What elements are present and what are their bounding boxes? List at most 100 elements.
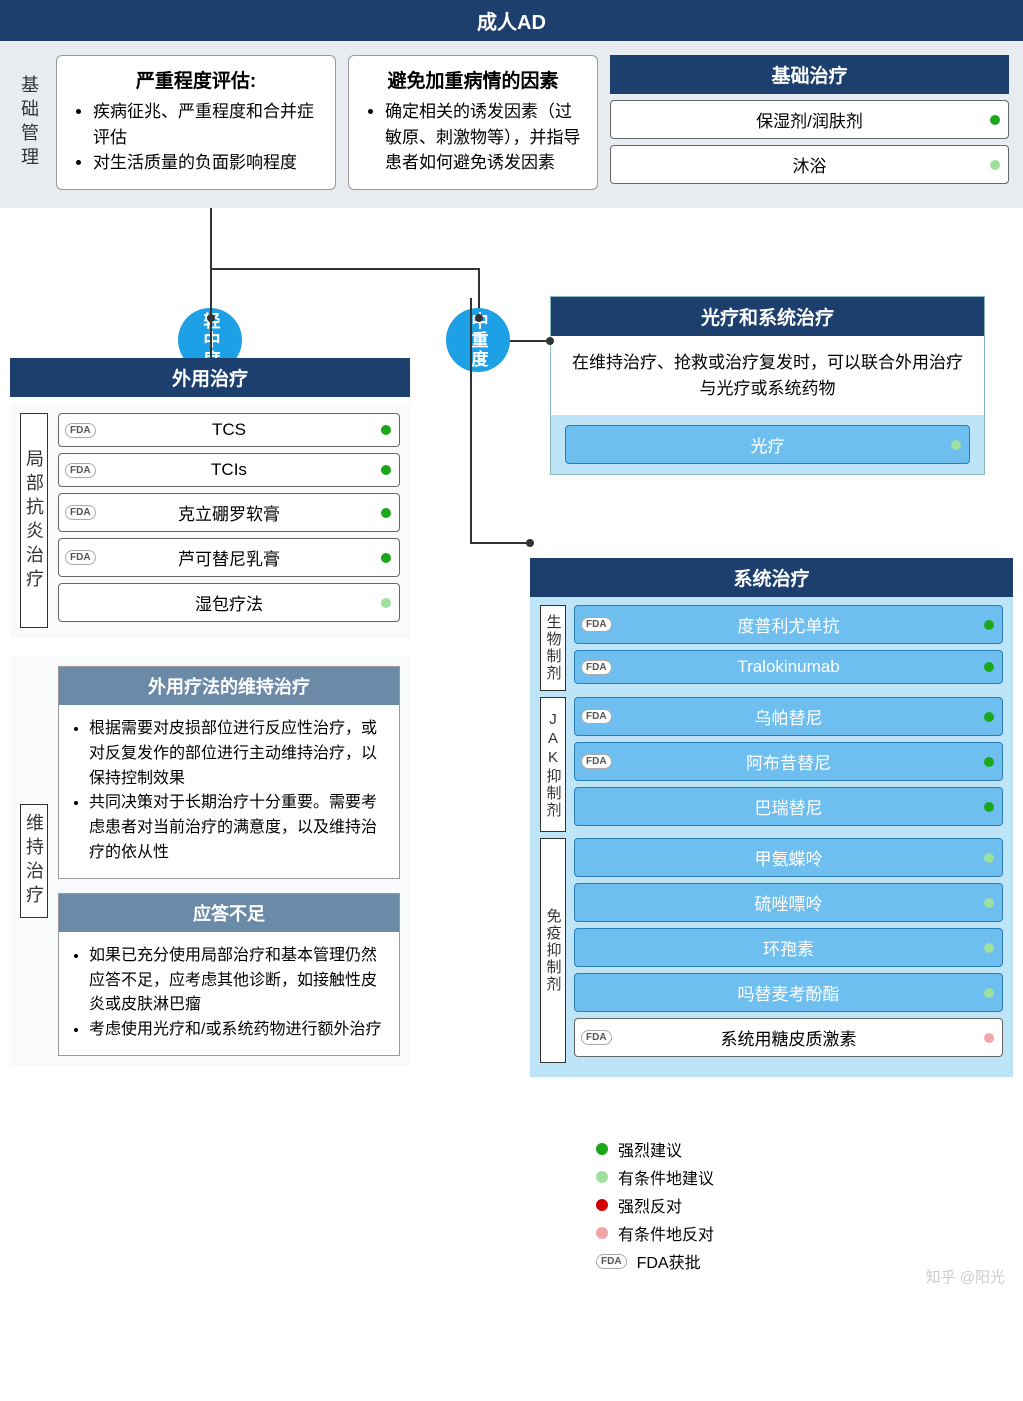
pill-label: 硫唑嘌呤 — [583, 890, 994, 915]
avoid-title: 避免加重病情的因素 — [363, 66, 583, 93]
severity-box: 严重程度评估: 疾病征兆、严重程度和合并症评估 对生活质量的负面影响程度 — [56, 55, 336, 190]
treatment-pill: 沐浴 — [610, 145, 1009, 184]
legend-label: 强烈反对 — [618, 1193, 682, 1217]
rec-dot — [984, 802, 994, 812]
treatment-pill: FDATralokinumab — [574, 650, 1003, 684]
legend-label: 有条件地建议 — [618, 1165, 714, 1189]
treatment-pill: 湿包疗法 — [58, 583, 400, 622]
treatment-pill: FDATCS — [58, 413, 400, 447]
fda-icon: FDA — [65, 423, 96, 438]
legend-dot-icon — [596, 1171, 608, 1183]
systemic-group: JAK抑制剂FDA乌帕替尼FDA阿布昔替尼巴瑞替尼 — [540, 697, 1003, 832]
rec-dot — [381, 465, 391, 475]
rec-dot — [984, 662, 994, 672]
treatment-pill: FDA乌帕替尼 — [574, 697, 1003, 736]
treatment-pill: FDA阿布昔替尼 — [574, 742, 1003, 781]
anti-inflam-label: 局部抗炎治疗 — [20, 413, 48, 628]
rec-dot — [990, 160, 1000, 170]
treatment-pill: 巴瑞替尼 — [574, 787, 1003, 826]
fda-icon: FDA — [581, 617, 612, 632]
pill-label: 阿布昔替尼 — [583, 749, 994, 774]
list-item: 如果已充分使用局部治疗和基本管理仍然应答不足，应考虑其他诊断，如接触性皮炎或皮肤… — [89, 944, 385, 1018]
phototherapy-header: 光疗和系统治疗 — [551, 297, 984, 336]
legend-label: 强烈建议 — [618, 1137, 682, 1161]
pill-label: Tralokinumab — [583, 657, 994, 677]
fda-icon: FDA — [65, 550, 96, 565]
main-title: 成人AD — [0, 0, 1023, 41]
pill-label: 湿包疗法 — [67, 590, 391, 615]
treatment-pill: FDATCIs — [58, 453, 400, 487]
treatment-pill: 吗替麦考酚酯 — [574, 973, 1003, 1012]
fda-icon: FDA — [581, 1030, 612, 1045]
basic-mgmt-section: 基础管理 严重程度评估: 疾病征兆、严重程度和合并症评估 对生活质量的负面影响程… — [0, 41, 1023, 208]
topical-header: 外用治疗 — [10, 358, 410, 397]
treatment-pill: 保湿剂/润肤剂 — [610, 100, 1009, 139]
pill-label: 系统用糖皮质激素 — [583, 1025, 994, 1050]
rec-dot — [984, 712, 994, 722]
list-item: 确定相关的诱发因素（过敏原、刺激物等），并指导患者如何避免诱发因素 — [385, 99, 583, 176]
fda-icon: FDA — [581, 660, 612, 675]
pill-label: 乌帕替尼 — [583, 704, 994, 729]
rec-dot — [984, 988, 994, 998]
severity-list: 疾病征兆、严重程度和合并症评估 对生活质量的负面影响程度 — [71, 99, 321, 176]
fda-icon: FDA — [65, 505, 96, 520]
legend: 强烈建议有条件地建议强烈反对有条件地反对 FDA FDA获批 — [596, 1137, 1013, 1273]
systemic-header: 系统治疗 — [530, 558, 1013, 597]
systemic-group: 生物制剂FDA度普利尤单抗FDATralokinumab — [540, 605, 1003, 691]
legend-dot-icon — [596, 1227, 608, 1239]
pill-label: 沐浴 — [619, 152, 1000, 177]
basic-tx-box: 基础治疗 保湿剂/润肤剂 沐浴 — [610, 55, 1009, 190]
legend-row: 有条件地反对 — [596, 1221, 1013, 1245]
rec-dot — [381, 598, 391, 608]
fda-icon: FDA — [581, 709, 612, 724]
treatment-pill: FDA系统用糖皮质激素 — [574, 1018, 1003, 1057]
basic-tx-header: 基础治疗 — [610, 55, 1009, 94]
pill-label: 吗替麦考酚酯 — [583, 980, 994, 1005]
right-column: 系统治疗 生物制剂FDA度普利尤单抗FDATralokinumabJAK抑制剂F… — [426, 358, 1013, 1277]
avoid-box: 避免加重病情的因素 确定相关的诱发因素（过敏原、刺激物等），并指导患者如何避免诱… — [348, 55, 598, 190]
pill-label: 保湿剂/润肤剂 — [619, 107, 1000, 132]
group-label: JAK抑制剂 — [540, 697, 566, 832]
rec-dot — [381, 508, 391, 518]
treatment-pill: 甲氨蝶呤 — [574, 838, 1003, 877]
systemic-group: 免疫抑制剂甲氨蝶呤硫唑嘌呤环孢素吗替麦考酚酯 FDA系统用糖皮质激素 — [540, 838, 1003, 1063]
pill-label: 克立硼罗软膏 — [67, 500, 391, 525]
maintenance-header: 外用疗法的维持治疗 — [59, 667, 399, 705]
avoid-list: 确定相关的诱发因素（过敏原、刺激物等），并指导患者如何避免诱发因素 — [363, 99, 583, 176]
fda-icon: FDA — [65, 463, 96, 478]
basic-mgmt-label: 基础管理 — [14, 55, 44, 190]
treatment-pill: 硫唑嘌呤 — [574, 883, 1003, 922]
legend-row: 强烈反对 — [596, 1193, 1013, 1217]
group-label: 免疫抑制剂 — [540, 838, 566, 1063]
rec-dot — [990, 115, 1000, 125]
rec-dot — [984, 853, 994, 863]
pill-label: 度普利尤单抗 — [583, 612, 994, 637]
legend-dot-icon — [596, 1199, 608, 1211]
rec-dot — [984, 620, 994, 630]
maintenance-label: 维持治疗 — [20, 804, 48, 918]
inadequate-box: 应答不足 如果已充分使用局部治疗和基本管理仍然应答不足，应考虑其他诊断，如接触性… — [58, 893, 400, 1056]
severity-title: 严重程度评估: — [71, 66, 321, 93]
rec-dot — [984, 943, 994, 953]
treatment-pill: FDA克立硼罗软膏 — [58, 493, 400, 532]
list-item: 对生活质量的负面影响程度 — [93, 150, 321, 176]
pill-label: TCS — [67, 420, 391, 440]
pill-label: 环孢素 — [583, 935, 994, 960]
group-label: 生物制剂 — [540, 605, 566, 691]
maintenance-box: 外用疗法的维持治疗 根据需要对皮损部位进行反应性治疗，或对反复发作的部位进行主动… — [58, 666, 400, 879]
pill-label: 甲氨蝶呤 — [583, 845, 994, 870]
pill-label: 芦可替尼乳膏 — [67, 545, 391, 570]
treatment-pill: FDA度普利尤单抗 — [574, 605, 1003, 644]
fda-icon: FDA — [596, 1254, 627, 1269]
legend-row: 强烈建议 — [596, 1137, 1013, 1161]
rec-dot — [381, 553, 391, 563]
legend-label: 有条件地反对 — [618, 1221, 714, 1245]
list-item: 根据需要对皮损部位进行反应性治疗，或对反复发作的部位进行主动维持治疗，以保持控制… — [89, 717, 385, 791]
rec-dot — [984, 898, 994, 908]
rec-dot — [984, 757, 994, 767]
watermark: 知乎 @阳光 — [926, 1266, 1005, 1287]
pill-label: TCIs — [67, 460, 391, 480]
treatment-pill: FDA芦可替尼乳膏 — [58, 538, 400, 577]
inadequate-header: 应答不足 — [59, 894, 399, 932]
list-item: 共同决策对于长期治疗十分重要。需要考虑患者对当前治疗的满意度，以及维持治疗的依从… — [89, 791, 385, 865]
